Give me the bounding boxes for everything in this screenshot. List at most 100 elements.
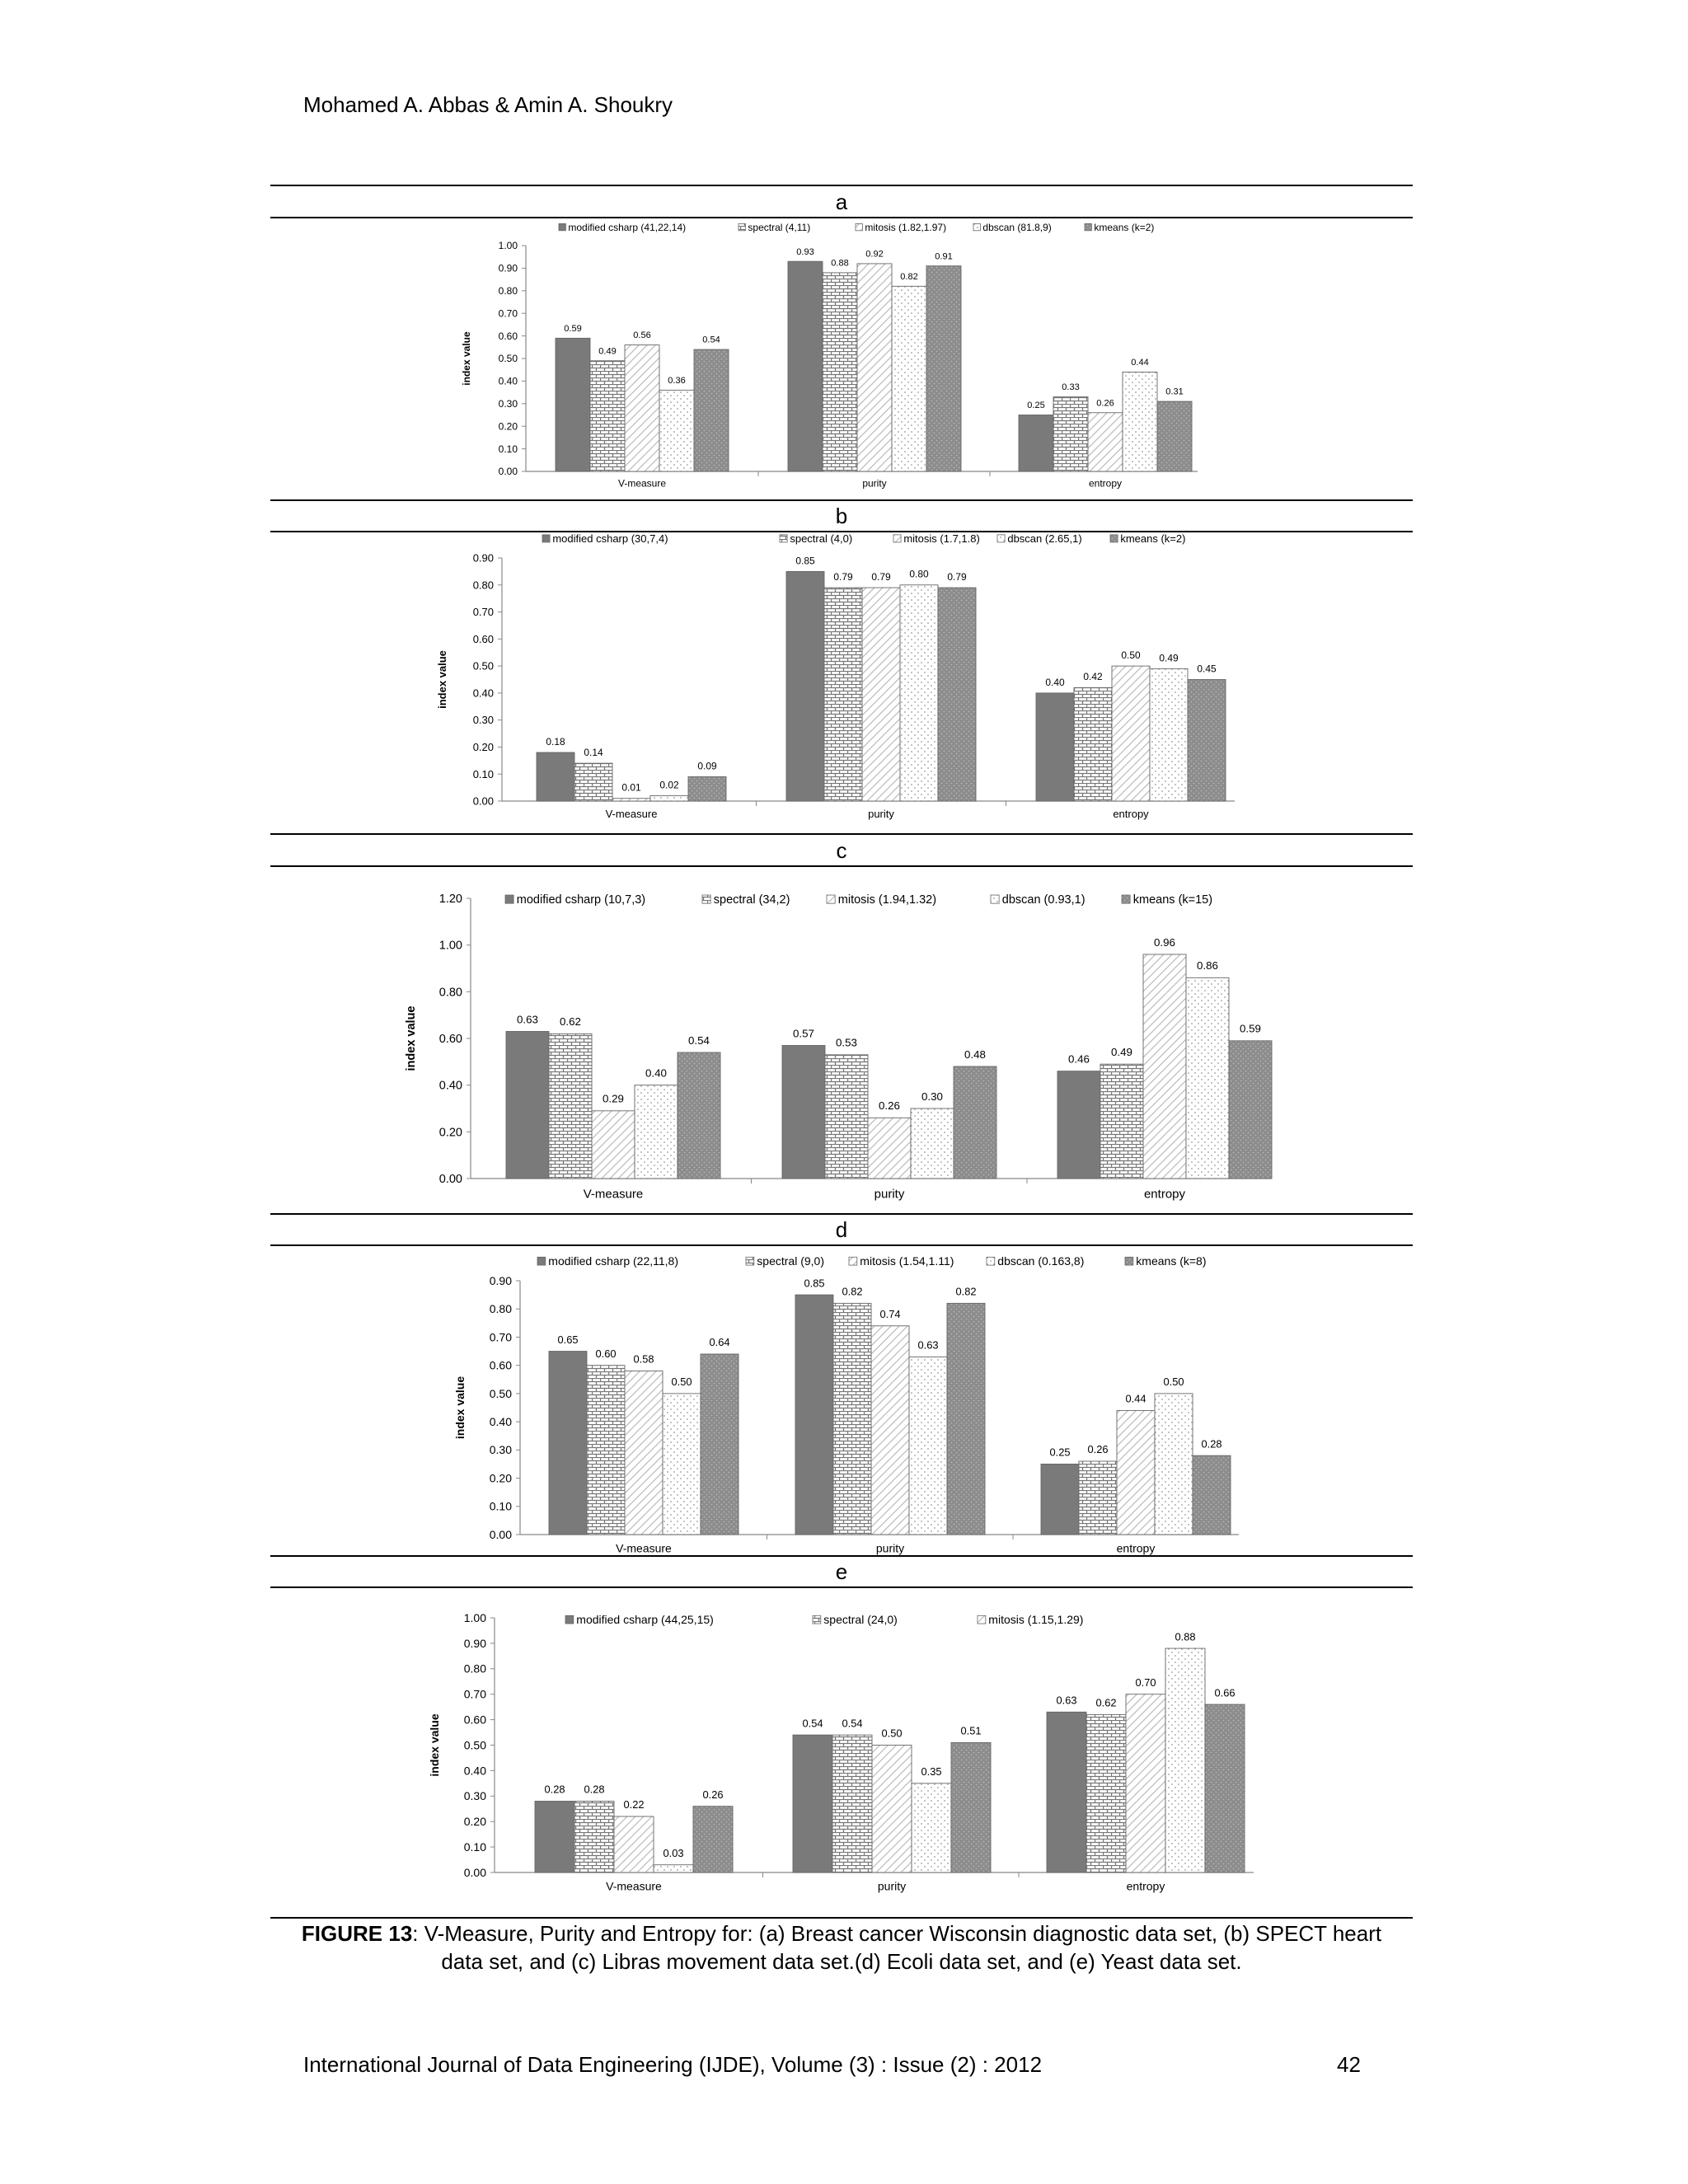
- bar-v-measure-series-4: [653, 1864, 694, 1873]
- bar-purity-series-2: [832, 1302, 872, 1535]
- bar-value-label: 0.02: [659, 779, 679, 790]
- bar-value-label: 0.54: [702, 335, 720, 345]
- legend-label-modified-csharp-30-7-4: modified csharp (30,7,4): [552, 532, 668, 545]
- y-tick-label: 0.30: [499, 398, 518, 410]
- bar-value-label: 0.86: [1197, 959, 1218, 972]
- y-tick-label: 0.20: [439, 1126, 462, 1139]
- y-tick-label: 1.00: [499, 240, 518, 251]
- legend-swatch-mitosis-1-7-1-8: [893, 534, 902, 543]
- bar-entropy-series-4: [1122, 371, 1158, 472]
- bar-value-label: 0.44: [1131, 358, 1148, 368]
- bar-purity-series-4: [908, 1356, 948, 1535]
- bar-v-measure-series-1: [548, 1351, 588, 1535]
- legend-swatch-spectral-34-2: [701, 894, 711, 904]
- bar-value-label: 0.54: [688, 1034, 710, 1047]
- bar-value-label: 0.66: [1214, 1686, 1235, 1699]
- legend-swatch-modified-csharp-10-7-3: [504, 894, 514, 904]
- y-tick-label: 0.40: [490, 1415, 512, 1428]
- y-tick-label: 0.40: [473, 687, 494, 699]
- bar-value-label: 0.29: [603, 1093, 624, 1105]
- legend-swatch-modified-csharp-30-7-4: [542, 534, 551, 543]
- legend-swatch-kmeans-k-15: [1121, 894, 1131, 904]
- y-tick-label: 0.60: [499, 330, 518, 342]
- bar-purity-series-2: [832, 1734, 873, 1873]
- bar-entropy-series-5: [1192, 1455, 1231, 1535]
- bar-entropy-series-4: [1154, 1393, 1193, 1535]
- panel-rule: [270, 1586, 1413, 1588]
- bar-entropy-series-5: [1204, 1704, 1245, 1873]
- y-axis-label: index value: [428, 1713, 441, 1776]
- bar-v-measure-series-5: [687, 776, 727, 802]
- bar-entropy-series-4: [1165, 1647, 1206, 1873]
- bar-value-label: 0.54: [842, 1717, 862, 1729]
- bar-v-measure-series-2: [586, 1365, 626, 1535]
- x-category-label-purity: purity: [868, 808, 894, 820]
- legend-label-modified-csharp-10-7-3: modified csharp (10,7,3): [517, 893, 645, 907]
- bar-value-label: 0.50: [881, 1727, 902, 1740]
- y-tick-label: 0.00: [490, 1528, 512, 1541]
- caption-label: FIGURE 13: [301, 1921, 413, 1946]
- bar-value-label: 0.26: [1096, 398, 1114, 408]
- bar-entropy-series-1: [1040, 1463, 1080, 1535]
- bar-purity-series-1: [795, 1294, 834, 1535]
- running-header: Mohamed A. Abbas & Amin A. Shoukry: [303, 92, 673, 117]
- chart-e: modified csharp (44,25,15) spectral (24,0…: [428, 1611, 1254, 1893]
- bar-entropy-series-2: [1100, 1063, 1144, 1179]
- bar-value-label: 0.36: [668, 376, 685, 386]
- legend-label-kmeans-k-15: kmeans (k=15): [1133, 893, 1212, 907]
- bar-entropy-series-3: [1125, 1694, 1166, 1873]
- legend-label-mitosis-1-94-1-32: mitosis (1.94,1.32): [838, 893, 936, 907]
- bar-entropy-series-3: [1142, 954, 1187, 1179]
- bar-value-label: 0.63: [1056, 1694, 1076, 1707]
- panel-rule: [270, 1555, 1413, 1557]
- bar-value-label: 0.56: [633, 330, 650, 340]
- y-tick-label: 0.90: [464, 1637, 486, 1650]
- bar-value-label: 0.59: [564, 324, 581, 334]
- bar-v-measure-series-5: [700, 1353, 739, 1535]
- panel-label-a: a: [835, 190, 848, 214]
- bar-value-label: 0.63: [917, 1339, 938, 1352]
- bar-v-measure-series-3: [591, 1110, 635, 1179]
- bar-value-label: 0.49: [1159, 652, 1179, 663]
- bar-value-label: 0.62: [1095, 1697, 1116, 1709]
- legend-label-mitosis-1-7-1-8: mitosis (1.7,1.8): [903, 532, 979, 545]
- bar-value-label: 0.46: [1068, 1053, 1090, 1066]
- legend-swatch-modified-csharp-22-11-8: [537, 1256, 546, 1266]
- legend-label-modified-csharp-22-11-8: modified csharp (22,11,8): [548, 1254, 678, 1268]
- legend-label-dbscan-0-163-8: dbscan (0.163,8): [997, 1254, 1084, 1268]
- y-tick-label: 0.30: [473, 714, 494, 726]
- bar-entropy-series-5: [1156, 401, 1193, 472]
- chart-legend: modified csharp (10,7,3) spectral (34,2) m…: [504, 893, 1212, 907]
- y-tick-label: 0.70: [490, 1330, 512, 1343]
- bar-entropy-series-2: [1073, 687, 1113, 802]
- bar-value-label: 0.58: [633, 1353, 654, 1366]
- bar-value-label: 0.49: [598, 346, 616, 356]
- bar-v-measure-series-1: [555, 337, 591, 472]
- bar-value-label: 0.91: [935, 251, 952, 261]
- bar-value-label: 0.57: [793, 1027, 814, 1039]
- bar-value-label: 0.50: [671, 1376, 692, 1388]
- bar-v-measure-series-2: [548, 1033, 593, 1179]
- bar-value-label: 0.53: [836, 1037, 857, 1049]
- bar-value-label: 0.50: [1163, 1376, 1184, 1388]
- bar-entropy-series-2: [1085, 1713, 1127, 1873]
- x-category-label-purity: purity: [874, 1187, 905, 1201]
- x-category-label-purity: purity: [878, 1880, 906, 1893]
- y-tick-label: 0.00: [439, 1173, 462, 1186]
- y-tick-label: 0.90: [499, 263, 518, 274]
- bar-v-measure-series-2: [574, 1801, 615, 1873]
- legend-label-kmeans-k-2: kmeans (k=2): [1120, 532, 1185, 545]
- legend-swatch-kmeans-k-2: [1084, 223, 1092, 232]
- y-axis-label: index value: [405, 1006, 418, 1071]
- legend-label-modified-csharp-41-22-14: modified csharp (41,22,14): [568, 222, 686, 233]
- bar-value-label: 0.82: [955, 1286, 976, 1298]
- bar-value-label: 0.35: [921, 1765, 941, 1778]
- chart-a: modified csharp (41,22,14) spectral (4,11…: [461, 222, 1198, 490]
- bar-v-measure-series-3: [613, 1816, 654, 1873]
- bar-value-label: 0.88: [831, 258, 848, 268]
- bar-purity-series-3: [867, 1117, 912, 1179]
- y-tick-label: 0.80: [439, 986, 462, 999]
- y-tick-label: 0.20: [490, 1471, 512, 1484]
- x-category-label-purity: purity: [862, 478, 886, 490]
- y-tick-label: 0.80: [490, 1302, 512, 1315]
